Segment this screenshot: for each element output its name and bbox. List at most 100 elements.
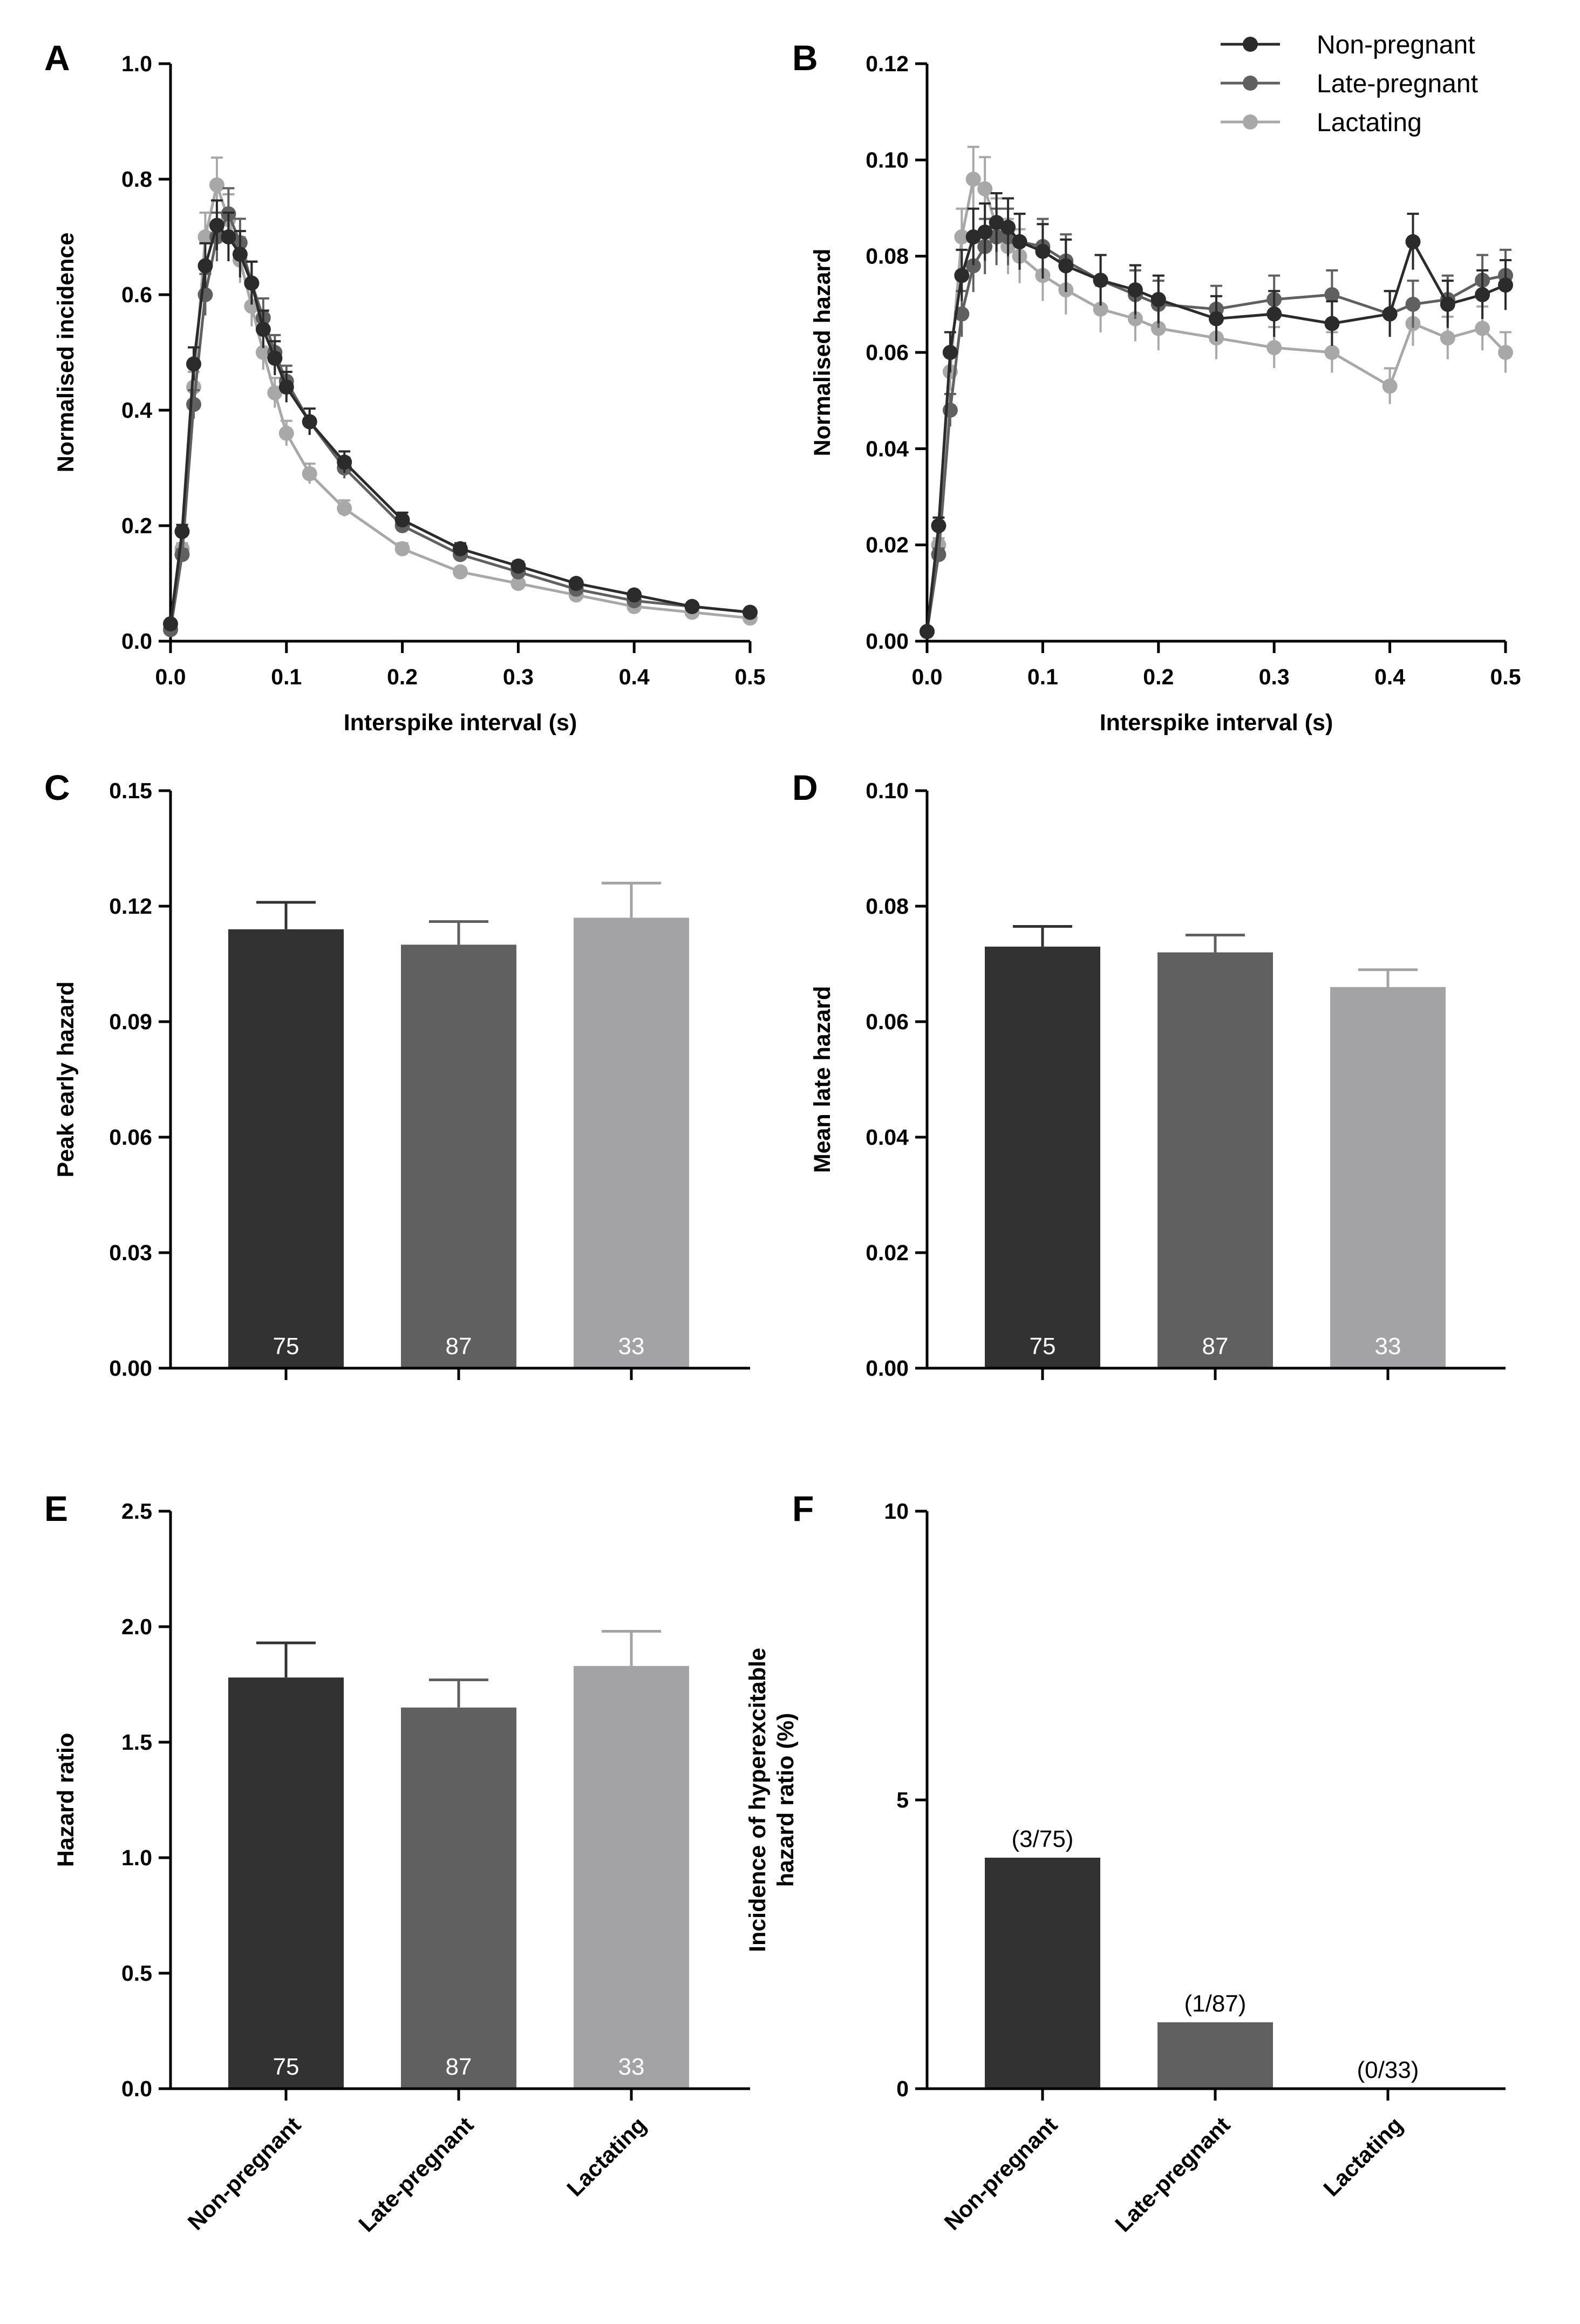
y-tick-label: 0.12	[866, 51, 909, 76]
data-point	[1093, 273, 1108, 288]
bar-n-label: 75	[1030, 1333, 1056, 1360]
data-point	[221, 229, 236, 244]
data-point	[931, 547, 946, 562]
x-category-label: Late-pregnant	[353, 2112, 478, 2237]
data-point	[337, 500, 352, 516]
x-tick-label: 0.0	[912, 664, 943, 689]
data-point	[302, 466, 317, 481]
data-point	[1000, 220, 1016, 235]
data-point	[302, 414, 317, 430]
x-tick-label: 0.4	[619, 664, 650, 689]
data-point	[1498, 345, 1513, 360]
data-point	[954, 268, 970, 283]
data-point	[1324, 345, 1340, 360]
y-tick-label: 2.5	[121, 1499, 152, 1524]
data-point	[278, 379, 294, 395]
legend-marker	[1243, 76, 1258, 91]
data-point	[1093, 301, 1108, 317]
x-tick-label: 0.3	[1259, 664, 1290, 689]
bar-n-label: 87	[1202, 1333, 1229, 1360]
legend-marker	[1243, 114, 1258, 130]
bar-n-label: 33	[618, 2054, 645, 2080]
data-point	[1475, 321, 1490, 336]
x-tick-label: 0.1	[1027, 664, 1058, 689]
data-point	[244, 275, 260, 291]
bar	[228, 929, 344, 1368]
y-tick-label: 2.0	[121, 1614, 152, 1639]
data-point	[394, 512, 410, 528]
x-tick-label: 0.5	[735, 664, 766, 689]
y-tick-label: 0	[896, 2076, 909, 2101]
data-point	[743, 604, 758, 620]
series-line	[169, 180, 751, 630]
y-tick-label: 0.5	[121, 1961, 152, 1986]
data-point	[931, 518, 946, 533]
panel-d: D 0.00 0.02 0.04 0.06 0.08 0.10 Mean late hazar…	[792, 767, 1506, 1381]
data-point	[965, 172, 981, 187]
x-category-label: Non-pregnant	[182, 2112, 305, 2235]
bar-n-label: 75	[273, 1333, 299, 1360]
y-axis-title-line: Incidence of hyperexcitable	[745, 1648, 771, 1952]
data-point	[394, 541, 410, 556]
data-point	[232, 247, 248, 262]
series-lactating	[163, 156, 758, 637]
data-point	[1012, 234, 1027, 249]
data-point	[1058, 258, 1074, 274]
y-tick-label: 0.10	[866, 147, 909, 172]
panel-a: A 0.0 0.1 0.2 0.3 0.4 0.5 Interspike interval (…	[44, 38, 766, 736]
bar	[574, 918, 689, 1368]
data-point	[1266, 306, 1282, 322]
data-point	[278, 425, 294, 441]
y-tick-label: 0.06	[866, 1009, 909, 1034]
x-category-label: Lactating	[1318, 2112, 1407, 2201]
y-tick-label: 0.03	[109, 1240, 152, 1265]
x-tick-label: 0.5	[1490, 664, 1521, 689]
data-point	[337, 454, 352, 470]
data-point	[1475, 287, 1490, 302]
bar	[985, 1858, 1100, 2089]
data-point	[186, 356, 201, 372]
bar	[1330, 987, 1446, 1368]
bar	[1157, 952, 1273, 1368]
data-point	[965, 229, 981, 244]
y-tick-label: 0.08	[866, 244, 909, 269]
data-point	[954, 306, 970, 322]
data-point	[198, 229, 213, 244]
y-tick-label: 0.0	[121, 2076, 152, 2101]
y-tick-label: 0.8	[121, 167, 152, 192]
data-point	[198, 258, 213, 274]
bar	[401, 1707, 516, 2089]
series-line	[925, 235, 1506, 632]
data-point	[942, 345, 958, 360]
data-point	[626, 587, 642, 603]
bar-n-label: 75	[273, 2054, 299, 2080]
y-tick-label: 0.08	[866, 894, 909, 919]
panel-letter: E	[44, 1489, 68, 1528]
x-axis-title: Interspike interval (s)	[1100, 710, 1333, 736]
y-tick-label: 0.6	[121, 282, 152, 307]
data-point	[1405, 234, 1421, 249]
y-axis-title: Normalised hazard	[809, 249, 835, 457]
data-point	[1440, 296, 1455, 312]
panel-letter: A	[44, 38, 70, 78]
y-tick-label: 0.04	[866, 1125, 909, 1150]
y-tick-label: 0.2	[121, 513, 152, 538]
panel-letter: C	[44, 767, 70, 807]
data-point	[510, 576, 526, 591]
panel-e: E 0.0 0.5 1.0 1.5 2.0 2.5 Hazard ratio 75 87 33 Non…	[44, 1489, 750, 2237]
legend-label: Lactating	[1317, 108, 1422, 137]
data-point	[1324, 316, 1340, 331]
bar-n-label: 33	[618, 1333, 645, 1360]
panel-letter: B	[792, 38, 818, 78]
x-tick-label: 0.3	[503, 664, 534, 689]
data-point	[989, 215, 1004, 230]
data-point	[510, 558, 526, 574]
series-non-pregnant	[163, 199, 758, 631]
x-tick-label: 0.2	[387, 664, 418, 689]
series-line	[925, 221, 1506, 632]
x-tick-label: 0.4	[1374, 664, 1405, 689]
data-point	[1150, 321, 1166, 336]
y-tick-label: 0.00	[866, 629, 909, 654]
y-tick-label: 0.0	[121, 629, 152, 654]
data-point	[1035, 243, 1051, 259]
